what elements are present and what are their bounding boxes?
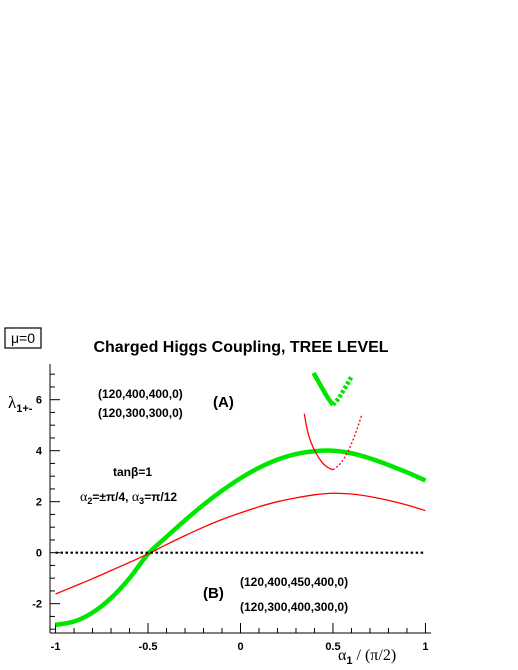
y-axis-label-main: λ <box>8 393 17 412</box>
annotation-tanb: tanβ=1 <box>113 465 152 479</box>
series-line-3 <box>331 375 354 407</box>
x-axis-label-rest: / (π/2) <box>353 647 397 664</box>
series-line-4 <box>303 413 334 471</box>
annotation-label-b: (B) <box>203 585 224 602</box>
y-axis-label: λ1+- <box>8 393 33 415</box>
mu-tag-text: μ=0 <box>11 330 35 346</box>
alpha3-val: =π/12 <box>144 490 177 504</box>
y-tick-label: -2 <box>32 599 42 611</box>
alpha3-sub: 3 <box>139 496 144 506</box>
x-tick-label: 0.5 <box>325 641 340 653</box>
annotation-a-set2: (120,300,300,0) <box>98 406 183 420</box>
x-axis-label-main: α <box>338 647 347 664</box>
series-line-5 <box>332 414 363 471</box>
mu-tag-box <box>4 327 42 349</box>
axis-tick-labels: -1 -0.5 0 0.5 1 -2 0 2 4 6 <box>32 395 428 653</box>
y-tick-label: 6 <box>36 395 42 407</box>
series-line-0 <box>55 448 427 628</box>
alpha2-sub: 2 <box>87 496 92 506</box>
y-tick-label: 2 <box>36 497 42 509</box>
annotation-b-set1: (120,400,450,400,0) <box>240 575 348 589</box>
x-tick-label: -0.5 <box>139 641 158 653</box>
chart-title: Charged Higgs Coupling, TREE LEVEL <box>93 339 388 356</box>
x-axis-label: α1 / (π/2) <box>338 647 396 667</box>
alpha3: α <box>132 490 140 505</box>
series-line-2 <box>311 371 335 407</box>
y-axis-label-sub: 1+- <box>16 403 33 415</box>
annotation-b-set2: (120,300,400,300,0) <box>240 600 348 614</box>
x-axis-label-sub: 1 <box>346 655 352 667</box>
annotation-alphas: α2=±π/4, α3=π/12 <box>80 490 177 506</box>
x-tick-label: 1 <box>422 641 428 653</box>
y-tick-label: 0 <box>36 548 42 560</box>
series-group <box>55 371 427 628</box>
x-tick-label: -1 <box>51 641 61 653</box>
alpha2: α <box>80 490 88 505</box>
mu-tag: μ=0 <box>4 327 42 349</box>
annotation-a-set1: (120,400,400,0) <box>98 387 183 401</box>
axis-ticks <box>50 373 426 633</box>
series-line-1 <box>55 492 426 595</box>
annotation-label-a: (A) <box>213 394 234 411</box>
x-tick-label: 0 <box>237 641 243 653</box>
alpha2-val: =±π/4, <box>92 490 131 504</box>
y-tick-label: 4 <box>36 446 43 458</box>
